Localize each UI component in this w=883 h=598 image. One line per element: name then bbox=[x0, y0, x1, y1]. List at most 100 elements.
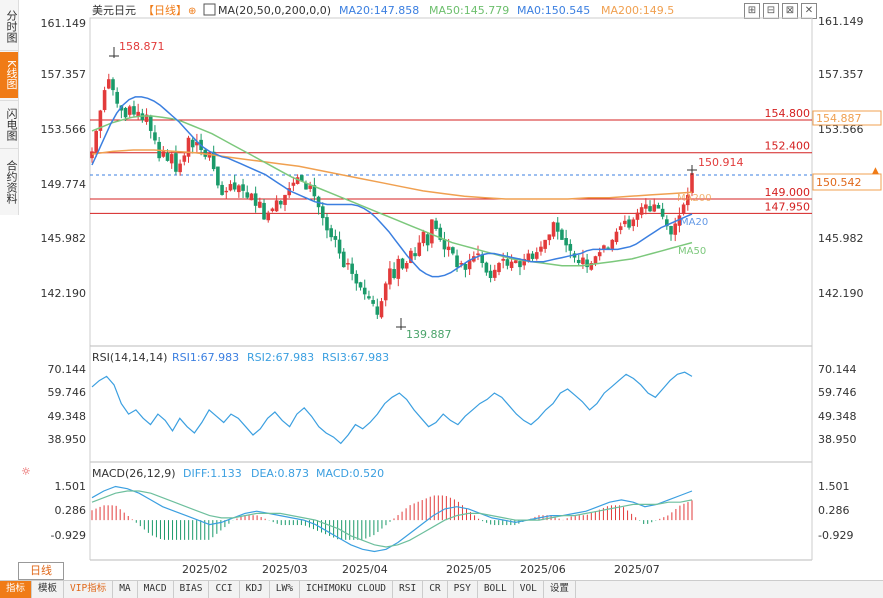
indicator-tab[interactable]: BIAS bbox=[174, 581, 210, 598]
indicator-tab[interactable]: MA bbox=[113, 581, 138, 598]
indicator-tab[interactable]: RSI bbox=[393, 581, 424, 598]
indicator-tab[interactable]: 指标 bbox=[0, 581, 33, 598]
kline-chart[interactable]: 美元日元 【日线】 ⊕ MA(20,50,0,200,0,0) MA20:147… bbox=[0, 0, 883, 580]
macd-tick-right: 0.286 bbox=[818, 504, 850, 517]
candle-body bbox=[618, 226, 623, 230]
candle-body bbox=[660, 208, 665, 217]
indicator-tab[interactable]: BOLL bbox=[478, 581, 514, 598]
candle-body bbox=[144, 114, 149, 122]
last-price-tag bbox=[812, 173, 882, 191]
symbol-name: 美元日元 bbox=[92, 4, 136, 17]
time-axis: 2025/02 2025/03 2025/04 2025/05 2025/06 … bbox=[182, 563, 660, 576]
candle-body bbox=[354, 273, 359, 284]
indicator-tab[interactable]: ICHIMOKU CLOUD bbox=[300, 581, 394, 598]
candle-body bbox=[161, 151, 166, 157]
candle-body bbox=[555, 222, 560, 232]
candle-body bbox=[518, 261, 522, 268]
price-arrow-icon[interactable]: ▲ bbox=[872, 166, 879, 176]
view-tabs: 分时图 K线图 闪电图 合约资料 bbox=[0, 0, 19, 215]
rsi-tick-right: 49.348 bbox=[818, 410, 857, 423]
candle-body bbox=[425, 234, 430, 246]
candles bbox=[90, 73, 694, 319]
ma20-value: MA20:147.858 bbox=[339, 4, 419, 17]
candle-body bbox=[627, 219, 631, 228]
rsi-label: RSI(14,14,14) bbox=[92, 351, 167, 364]
candle-body bbox=[115, 91, 119, 104]
candle-body bbox=[299, 175, 304, 182]
candle-body bbox=[434, 220, 438, 229]
indicator-tab[interactable]: LW% bbox=[270, 581, 300, 598]
indicator-tab[interactable]: VIP指标 bbox=[64, 581, 114, 598]
candle-body bbox=[94, 130, 98, 154]
candle-body bbox=[153, 132, 157, 141]
candle-body bbox=[111, 79, 115, 91]
rsi-tick: 49.348 bbox=[48, 410, 87, 423]
price-tick-left: 153.566 bbox=[41, 123, 87, 136]
candle-body bbox=[182, 155, 187, 162]
candle-body bbox=[362, 287, 367, 295]
tab-time-sharing[interactable]: 分时图 bbox=[5, 9, 18, 43]
candle-body bbox=[106, 79, 111, 89]
period-selector[interactable]: 日线 bbox=[18, 562, 64, 580]
candle-body bbox=[665, 219, 669, 227]
candle-body bbox=[371, 300, 375, 304]
candle-body bbox=[543, 239, 547, 249]
candle-body bbox=[190, 139, 195, 148]
ma-label: MA(20,50,0,200,0,0) bbox=[218, 4, 331, 17]
tab-kline[interactable]: K线图 bbox=[0, 52, 18, 98]
candle-body bbox=[488, 270, 493, 278]
reference-line-label: 149.000 bbox=[765, 186, 811, 199]
candle-body bbox=[350, 263, 354, 274]
high-price-label: 158.871 bbox=[119, 40, 165, 53]
ma50-line-tag: MA50 bbox=[678, 246, 706, 257]
candle-body bbox=[102, 90, 107, 111]
rsi-tick-right: 38.950 bbox=[818, 433, 857, 446]
candle-body bbox=[648, 206, 652, 212]
indicator-tabbar: 指标 模板 VIP指标 MA MACD BIAS CCI KDJ LW% ICHIMOKU CLO… bbox=[0, 580, 883, 598]
reference-line-label: 147.950 bbox=[765, 200, 811, 213]
indicator-tab[interactable]: MACD bbox=[138, 581, 174, 598]
macd-diff-value: DIFF:1.133 bbox=[183, 467, 242, 480]
candle-body bbox=[283, 194, 287, 205]
macd-label: MACD(26,12,9) bbox=[92, 467, 176, 480]
candle-body bbox=[673, 223, 678, 235]
indicator-tab[interactable]: CCI bbox=[209, 581, 240, 598]
candle-body bbox=[253, 193, 258, 206]
indicator-tab[interactable]: PSY bbox=[448, 581, 478, 598]
indicator-tab[interactable]: KDJ bbox=[240, 581, 270, 598]
candle-body bbox=[186, 137, 191, 157]
reference-line-label: 152.400 bbox=[765, 140, 811, 153]
reference-line-label: 154.800 bbox=[765, 107, 811, 120]
candle-body bbox=[430, 219, 434, 244]
settings-icon[interactable]: ⊕ bbox=[188, 6, 196, 17]
tab-divider bbox=[0, 148, 18, 149]
macd-settings-icon[interactable]: ☼ bbox=[21, 465, 31, 478]
candle-body bbox=[178, 163, 182, 173]
collapse-icon[interactable]: ⊟ bbox=[763, 3, 779, 19]
candle-body bbox=[690, 173, 694, 193]
candle-body bbox=[392, 269, 396, 278]
tab-flash-chart[interactable]: 闪电图 bbox=[5, 107, 18, 141]
candle-body bbox=[539, 246, 543, 252]
indicator-tab[interactable]: 模板 bbox=[32, 581, 65, 598]
macd-tick: 1.501 bbox=[55, 480, 87, 493]
ma200-price-tag bbox=[812, 110, 882, 126]
indicator-tab[interactable]: CR bbox=[423, 581, 448, 598]
macd-tick: 0.286 bbox=[55, 504, 87, 517]
time-tick: 2025/07 bbox=[614, 563, 660, 576]
candle-body bbox=[383, 283, 388, 301]
candle-body bbox=[127, 106, 132, 115]
candle-body bbox=[358, 282, 363, 288]
tab-contract-info[interactable]: 合约资料 bbox=[5, 160, 18, 204]
indicator-tab[interactable]: VOL bbox=[514, 581, 544, 598]
candle-body bbox=[446, 246, 451, 251]
ma0-value: MA0:150.545 bbox=[517, 4, 590, 17]
candle-body bbox=[677, 215, 682, 226]
time-tick: 2025/03 bbox=[262, 563, 308, 576]
time-tick: 2025/05 bbox=[446, 563, 492, 576]
candle-body bbox=[564, 238, 568, 246]
ma-toggle-icon[interactable] bbox=[203, 3, 216, 16]
indicator-tab[interactable]: 设置 bbox=[544, 581, 576, 598]
candle-body bbox=[501, 258, 505, 261]
